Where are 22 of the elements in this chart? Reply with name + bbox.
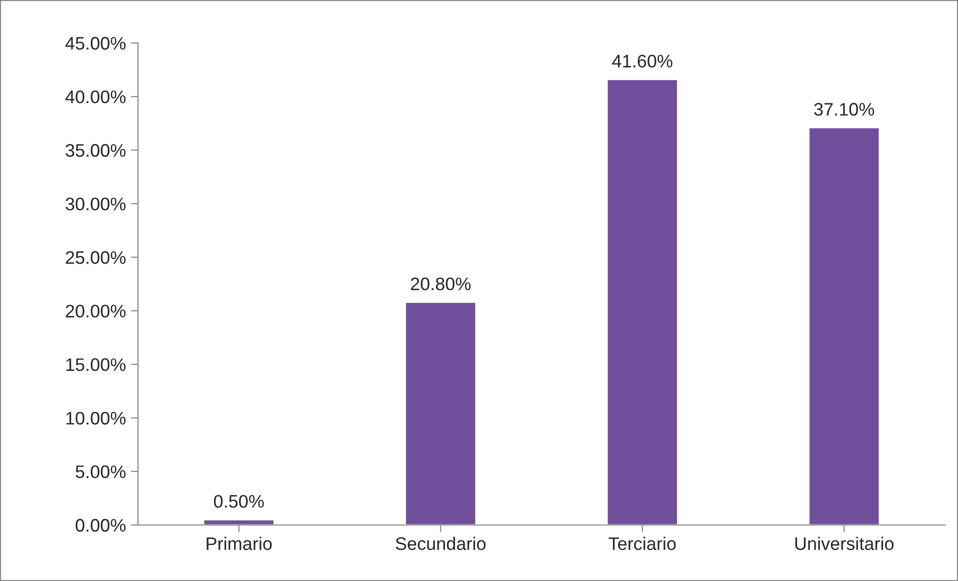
y-tick-label: 20.00% [66, 304, 126, 318]
x-tick-label: Terciario [608, 536, 676, 550]
y-tick-label: 45.00% [65, 36, 126, 50]
y-tick-label: 25.00% [66, 251, 126, 264]
y-tick-label: 15.00% [66, 358, 126, 372]
y-tick-label: 0.00% [76, 518, 126, 532]
data-label: 41.60% [612, 54, 672, 68]
bar [202, 518, 275, 525]
bar [808, 126, 880, 525]
y-tick-label: 5.00% [76, 465, 126, 478]
x-tick-label: Primario [206, 536, 272, 550]
y-tick-label: 30.00% [66, 198, 126, 210]
bar [606, 78, 678, 525]
data-label: 0.50% [214, 494, 264, 508]
x-tick-label: Universitario [795, 536, 894, 550]
y-tick-label: 35.00% [66, 144, 126, 157]
data-label: 20.80% [410, 278, 471, 290]
x-tick-label: Secundario [396, 536, 486, 550]
bar [404, 302, 477, 525]
y-tick-label: 10.00% [66, 412, 126, 425]
data-label: 37.10% [814, 102, 874, 116]
y-tick-label: 40.00% [65, 90, 126, 104]
